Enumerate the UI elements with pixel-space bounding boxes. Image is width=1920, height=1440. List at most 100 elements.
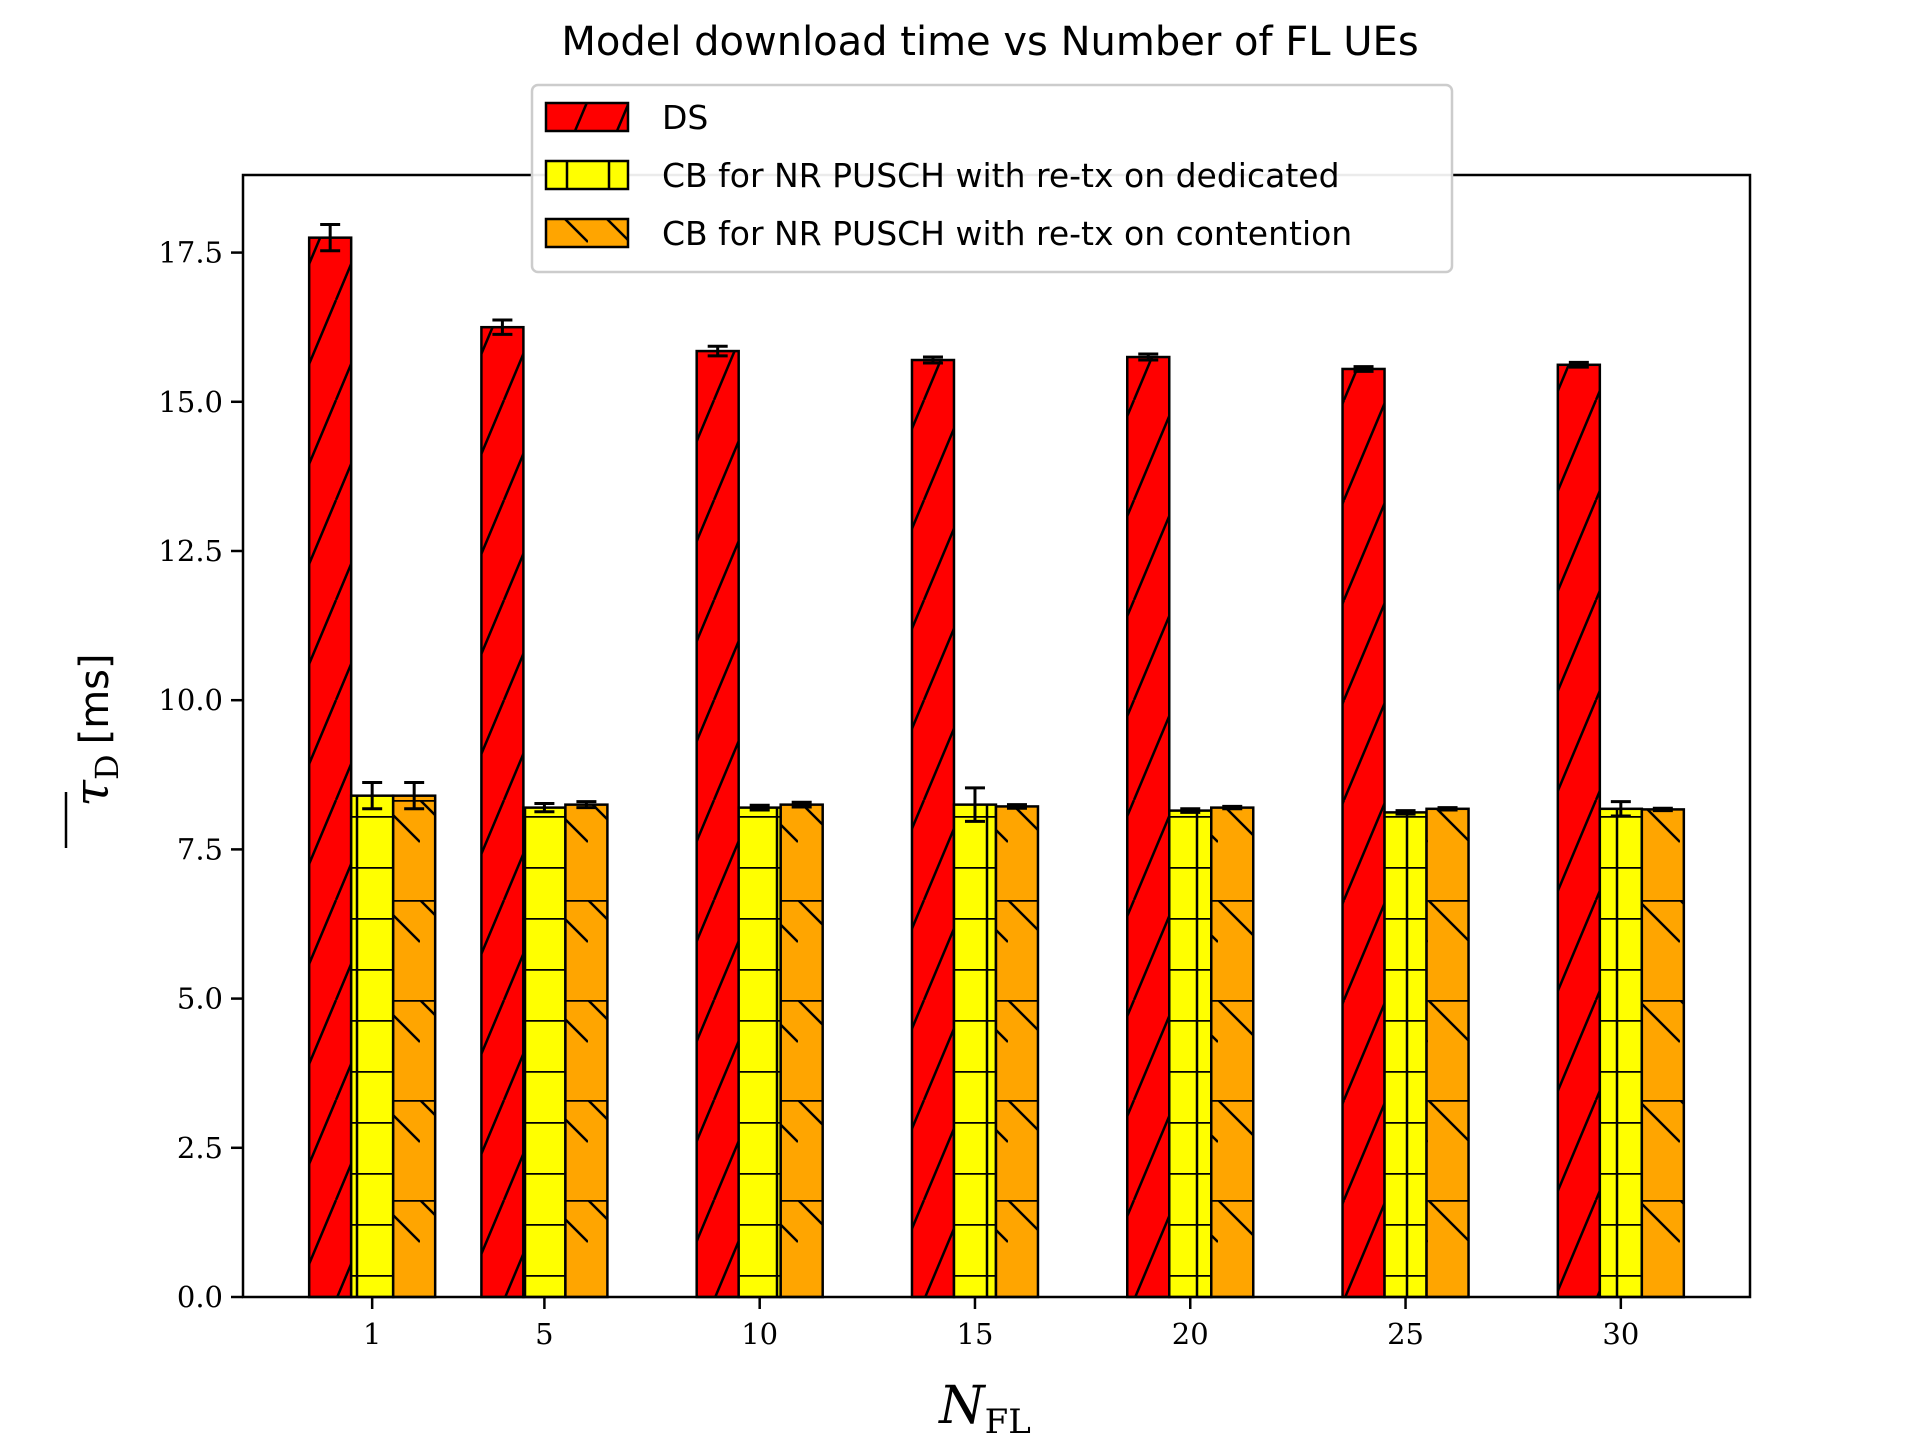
bar-hatch xyxy=(910,358,956,1299)
bar-hatch xyxy=(349,794,395,1299)
legend-label: DS xyxy=(662,98,708,137)
error-bar-1-5 xyxy=(492,318,513,336)
error-bar-3-5 xyxy=(576,800,597,810)
bar-2-25 xyxy=(1383,811,1428,1299)
legend: DS CB for NR PUSCH with re-tx on dedicate… xyxy=(530,83,1454,274)
error-bar-1-30 xyxy=(1568,360,1589,369)
svg-text:τD[ms]: τD [ms] xyxy=(64,653,126,806)
y-tick-label: 0.0 xyxy=(177,1280,223,1314)
error-bar-2-30 xyxy=(1610,800,1631,818)
bar-hatch xyxy=(1341,367,1386,1299)
bar-hatch xyxy=(1168,809,1213,1299)
x-tick-label: 15 xyxy=(957,1317,994,1351)
bar-hatch xyxy=(779,803,824,1299)
x-axis-label-subscript: FL xyxy=(985,1402,1031,1440)
x-axis-label: NFL xyxy=(937,1376,1031,1440)
error-bar-1-10 xyxy=(707,344,728,358)
bar-hatch xyxy=(1640,808,1686,1299)
bar-hatch xyxy=(391,794,437,1299)
x-tick-label: 25 xyxy=(1387,1317,1424,1351)
bar-2-5 xyxy=(522,806,567,1299)
bar-hatch xyxy=(1556,363,1602,1299)
bar-hatch xyxy=(994,805,1040,1299)
error-bar-1-25 xyxy=(1353,365,1374,373)
legend-swatch xyxy=(544,217,630,249)
legend-label: CB for NR PUSCH with re-tx on contention xyxy=(662,214,1352,253)
bar-hatch xyxy=(522,806,567,1299)
bar-1-20 xyxy=(1126,355,1171,1299)
x-tick-label: 30 xyxy=(1602,1317,1639,1351)
error-bar-2-5 xyxy=(534,801,555,814)
y-axis-label-subscript: D xyxy=(88,754,126,780)
bar-hatch xyxy=(1210,806,1255,1299)
bar-3-1 xyxy=(391,794,437,1299)
bar-1-1 xyxy=(307,236,353,1299)
bar-hatch xyxy=(1383,811,1428,1299)
error-bar-1-15 xyxy=(922,355,943,365)
bar-3-5 xyxy=(564,803,609,1299)
legend-entry-3: CB for NR PUSCH with re-tx on contention xyxy=(544,214,1352,253)
error-bar-3-10 xyxy=(791,800,812,809)
bar-3-25 xyxy=(1425,807,1470,1299)
x-axis-label-main: N xyxy=(937,1376,986,1436)
error-bar-2-1 xyxy=(362,781,383,811)
bar-hatch xyxy=(480,325,525,1299)
bar-3-20 xyxy=(1210,806,1255,1299)
error-bar-3-15 xyxy=(1006,803,1027,810)
bar-1-30 xyxy=(1556,363,1602,1299)
bar-1-25 xyxy=(1341,367,1386,1299)
bar-2-1 xyxy=(349,794,395,1299)
bar-1-10 xyxy=(695,349,740,1299)
bar-2-10 xyxy=(737,806,782,1299)
bar-hatch xyxy=(1126,355,1171,1299)
bar-3-30 xyxy=(1640,808,1686,1299)
error-bar-3-20 xyxy=(1222,804,1243,811)
bar-1-5 xyxy=(480,325,525,1299)
legend-label: CB for NR PUSCH with re-tx on dedicated xyxy=(662,156,1340,195)
x-tick-label: 1 xyxy=(363,1317,381,1351)
legend-swatch xyxy=(544,101,630,133)
y-tick-label: 17.5 xyxy=(158,236,223,270)
plot-area: 0.02.55.07.510.012.515.017.51 5 10 15 20 25 30 xyxy=(158,173,1752,1351)
y-axis-label: τD [ms] xyxy=(64,653,126,848)
error-bar-3-25 xyxy=(1437,806,1458,812)
bar-hatch xyxy=(695,349,740,1299)
error-bar-2-15 xyxy=(964,786,985,823)
y-tick-label: 12.5 xyxy=(158,534,223,568)
error-bar-1-1 xyxy=(320,223,341,253)
bar-hatch xyxy=(564,803,609,1299)
bar-2-30 xyxy=(1598,807,1644,1299)
y-tick-label: 15.0 xyxy=(158,385,223,419)
bar-1-15 xyxy=(910,358,956,1299)
bar-hatch xyxy=(1598,807,1644,1299)
x-tick-label: 10 xyxy=(741,1317,778,1351)
y-tick-label: 5.0 xyxy=(177,982,223,1016)
bar-hatch xyxy=(307,236,353,1299)
legend-swatch xyxy=(544,159,630,191)
x-tick-label: 5 xyxy=(535,1317,553,1351)
bar-3-15 xyxy=(994,805,1040,1299)
chart-title: Model download time vs Number of FL UEs xyxy=(561,19,1418,65)
bar-2-15 xyxy=(952,803,998,1299)
legend-entry-2: CB for NR PUSCH with re-tx on dedicated xyxy=(544,156,1340,195)
error-bar-2-20 xyxy=(1180,807,1201,814)
bar-3-10 xyxy=(779,803,824,1299)
bar-hatch xyxy=(952,803,998,1299)
legend-frame xyxy=(530,83,1454,274)
bar-hatch xyxy=(1425,807,1470,1299)
error-bar-1-20 xyxy=(1138,352,1159,362)
x-tick-label: 20 xyxy=(1172,1317,1209,1351)
error-bar-3-1 xyxy=(404,781,425,811)
y-axis-label-symbol: τ xyxy=(64,779,120,807)
error-bar-3-30 xyxy=(1652,806,1673,813)
legend-entry-1: DS xyxy=(544,98,708,137)
bar-2-20 xyxy=(1168,809,1213,1299)
y-tick-label: 10.0 xyxy=(158,683,223,717)
bar-hatch xyxy=(737,806,782,1299)
error-bar-2-25 xyxy=(1395,809,1416,816)
error-bar-2-10 xyxy=(749,803,770,812)
y-tick-label: 7.5 xyxy=(177,832,223,866)
y-tick-label: 2.5 xyxy=(177,1131,223,1165)
y-axis-label-unit: [ms] xyxy=(72,653,118,744)
